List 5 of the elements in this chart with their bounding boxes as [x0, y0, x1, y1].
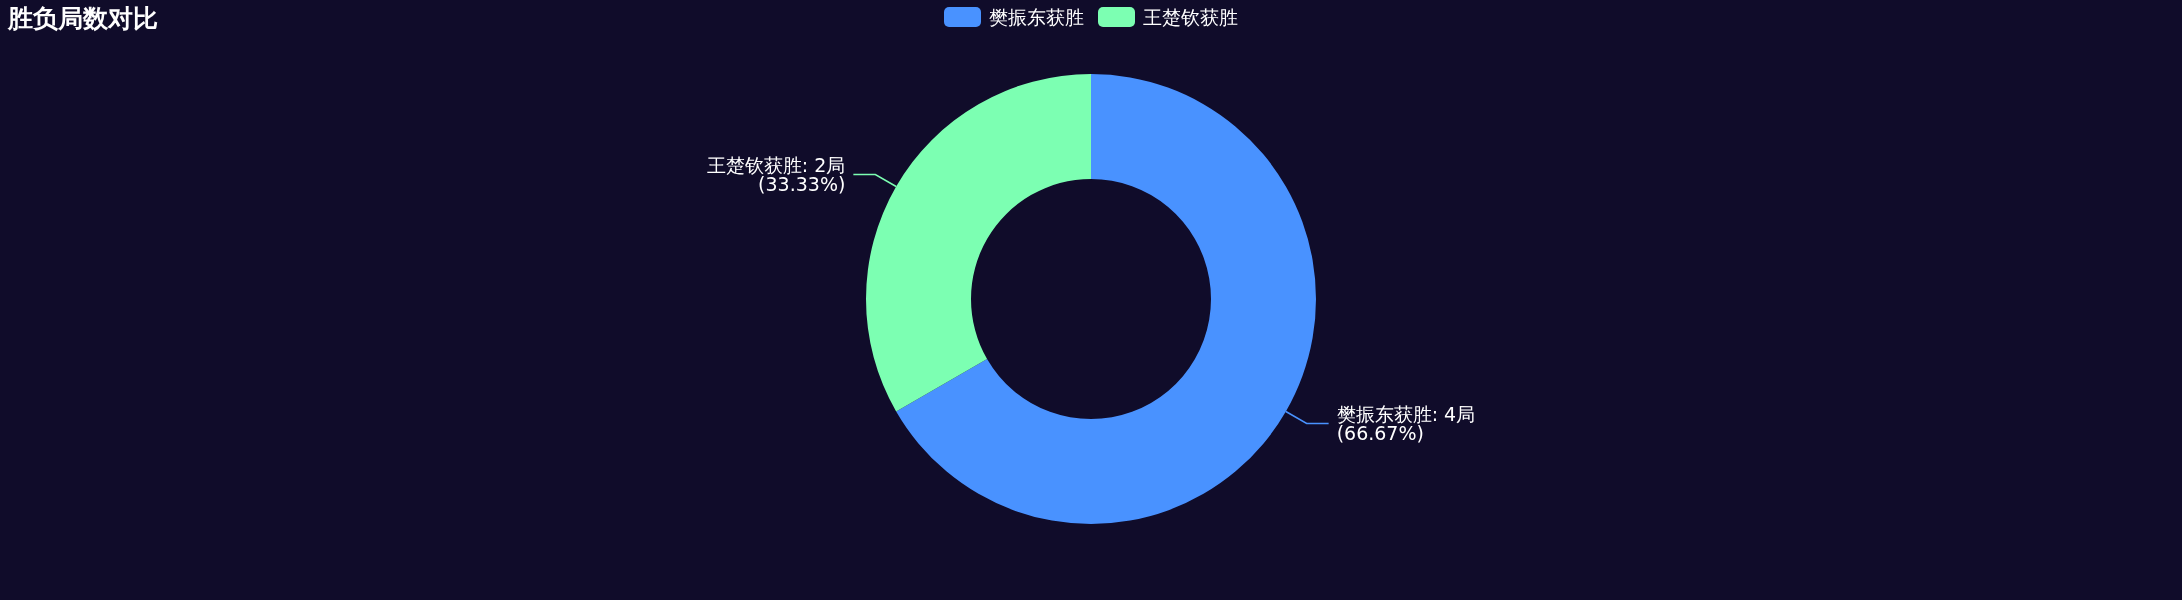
data-label: 王楚钦获胜: 2局 (33.33%) — [706, 154, 846, 195]
legend-label: 王楚钦获胜 — [1143, 6, 1238, 28]
data-label: 樊振东获胜: 4局 (66.67%) — [1336, 403, 1476, 444]
text: 胜负局数对比 — [7, 4, 158, 33]
legend-label: 樊振东获胜 — [989, 6, 1084, 28]
